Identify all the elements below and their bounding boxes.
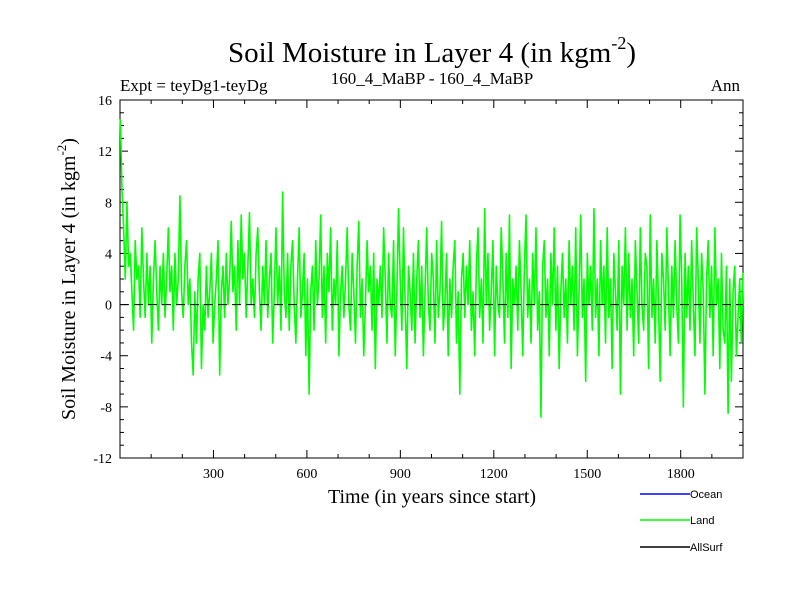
title-superscript: -2	[611, 33, 626, 53]
series-line-land	[119, 119, 744, 418]
y-label-superscript: -2	[54, 145, 69, 156]
y-label-main: Soil Moisture in Layer 4 (in kgm	[58, 155, 80, 420]
subtitle-period: 160_4_MaBP - 160_4_MaBP	[331, 69, 533, 88]
x-tick-label: 900	[390, 467, 411, 482]
subtitle-season: Ann	[711, 76, 741, 95]
x-axis-label: Time (in years since start)	[328, 486, 536, 508]
x-tick-label: 1800	[667, 467, 695, 482]
y-tick-label: 0	[105, 299, 112, 314]
legend-label-ocean: Ocean	[690, 489, 722, 501]
y-axis-label: Soil Moisture in Layer 4 (in kgm-2)	[54, 138, 80, 420]
title-close: )	[626, 37, 636, 69]
y-tick-label: 4	[105, 247, 112, 262]
y-tick-label: 12	[98, 145, 112, 160]
subtitle-experiment: Expt = teyDg1-teyDg	[120, 76, 268, 95]
legend-label-allsurf: AllSurf	[690, 542, 723, 554]
chart-title: Soil Moisture in Layer 4 (in kgm-2)	[228, 33, 636, 69]
y-tick-label: 16	[98, 94, 112, 109]
legend-label-land: Land	[690, 515, 714, 527]
y-tick-label: 8	[105, 196, 112, 211]
y-tick-labels: -12 -8 -4 0 4 8 12 16	[93, 94, 112, 467]
x-tick-label: 1500	[573, 467, 601, 482]
y-label-close: )	[58, 138, 80, 145]
x-tick-label: 300	[203, 467, 224, 482]
x-tick-label: 600	[296, 467, 317, 482]
y-tick-label: -8	[100, 401, 112, 416]
x-tick-label: 1200	[480, 467, 508, 482]
x-tick-labels: 300 600 900 1200 1500 1800	[203, 467, 695, 482]
legend: Ocean Land AllSurf	[640, 489, 723, 554]
title-main: Soil Moisture in Layer 4 (in kgm	[228, 37, 612, 69]
y-tick-label: -12	[93, 452, 112, 467]
y-tick-label: -4	[100, 350, 112, 365]
